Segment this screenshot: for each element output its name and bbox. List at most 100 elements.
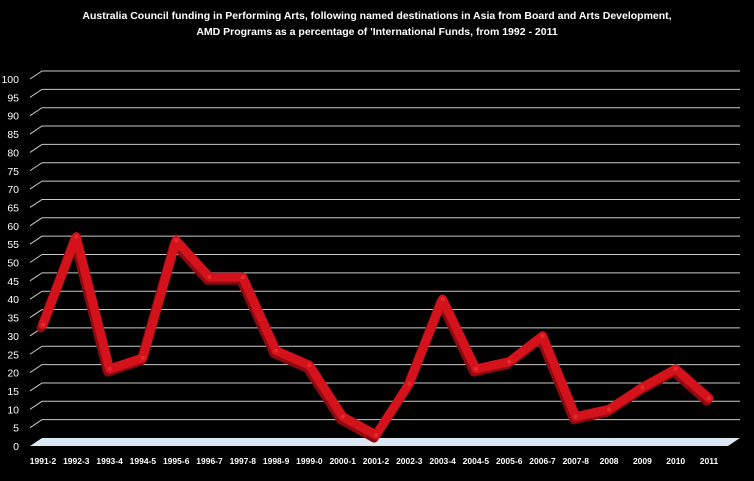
series-segment (571, 404, 614, 422)
gridline (29, 143, 740, 153)
y-tick-label: 85 (7, 129, 19, 141)
x-tick-label: 2002-3 (396, 456, 423, 466)
data-point (374, 432, 378, 437)
data-point (540, 333, 545, 338)
series-segment (404, 294, 448, 389)
data-point (640, 385, 645, 390)
gridline (29, 217, 740, 227)
x-tick-label: 2005-6 (496, 456, 523, 466)
x-tick-label: 1998-9 (263, 456, 290, 466)
series-segment (105, 353, 148, 374)
series-segment (304, 360, 348, 422)
x-tick-label: 2004-5 (463, 456, 490, 466)
x-tick-label: 1999-0 (296, 456, 323, 466)
data-point (573, 414, 578, 419)
data-point (274, 348, 279, 353)
y-tick-label: 30 (7, 331, 19, 343)
data-point (407, 381, 412, 386)
data-point (240, 275, 245, 280)
data-point (473, 366, 478, 371)
series-segment (38, 232, 81, 330)
series-segment (138, 235, 181, 363)
series-segment (671, 364, 714, 403)
series-segment (504, 331, 547, 367)
data-point (174, 238, 179, 243)
x-tick-label: 2001-2 (363, 456, 390, 466)
gridline (29, 70, 740, 80)
gridline (29, 107, 740, 117)
y-axis-ticks: 0 5 10 15 20 25 30 35 40 45 50 55 60 65 70 75 80 85 90 95 10… (1, 74, 19, 453)
chart-title-line-2: AMD Programs as a percentage of 'Interna… (196, 26, 558, 38)
gridline (29, 309, 740, 318)
x-tick-label: 1994-5 (130, 456, 157, 466)
x-tick-label: 2000-1 (329, 456, 356, 466)
series-segment (538, 331, 581, 422)
data-point (707, 396, 711, 401)
gridline (29, 272, 740, 282)
y-tick-label: 95 (7, 92, 19, 104)
series-segment (637, 364, 681, 392)
series-segment (171, 235, 214, 282)
y-tick-label: 45 (7, 276, 19, 288)
y-tick-label: 15 (7, 386, 19, 398)
gridline (29, 290, 740, 300)
x-tick-label: 1995-6 (163, 456, 190, 466)
gridline (29, 125, 740, 135)
gridline (29, 327, 740, 337)
data-point (307, 363, 312, 368)
data-point (340, 414, 345, 419)
y-tick-label: 100 (1, 74, 19, 86)
y-tick-label: 65 (7, 202, 19, 214)
x-tick-label: 2010 (666, 456, 685, 466)
y-tick-label: 20 (7, 368, 19, 380)
series-segment (471, 357, 514, 374)
x-tick-label: 2003-4 (429, 456, 456, 466)
gridline (29, 235, 740, 245)
y-tick-label: 80 (7, 147, 19, 159)
y-tick-label: 0 (13, 441, 19, 453)
gridline (29, 382, 740, 392)
data-point (41, 322, 45, 327)
series-segment (238, 272, 281, 356)
data-point (107, 366, 112, 371)
series-segment (371, 379, 414, 440)
x-tick-label: 2008 (600, 456, 619, 466)
gridline (29, 345, 740, 355)
gridline (29, 162, 740, 172)
gridline (29, 400, 740, 410)
chart-title-line-1: Australia Council funding in Performing … (82, 10, 671, 22)
x-tick-label: 1996-7 (196, 456, 223, 466)
data-point (140, 355, 145, 360)
series-segment (438, 294, 481, 374)
y-tick-label: 10 (7, 404, 19, 416)
gridline (29, 198, 740, 208)
y-tick-label: 35 (7, 313, 19, 325)
x-tick-label: 1993-4 (96, 456, 123, 466)
y-tick-label: 60 (7, 221, 19, 233)
y-tick-label: 25 (7, 349, 19, 361)
gridline (29, 88, 740, 98)
y-tick-label: 75 (7, 166, 19, 178)
x-tick-label: 1992-3 (63, 456, 90, 466)
series-segment (604, 382, 647, 414)
x-tick-label: 1991-2 (30, 456, 57, 466)
y-tick-label: 5 (13, 423, 19, 435)
x-tick-label: 2009 (633, 456, 652, 466)
plot-floor (30, 438, 740, 446)
x-tick-label: 2006-7 (529, 456, 556, 466)
y-tick-label: 40 (7, 294, 19, 306)
data-point (74, 234, 79, 239)
gridline (29, 419, 740, 429)
floor-plane (30, 438, 740, 446)
x-axis-ticks: 1991-2 1992-3 1993-4 1994-5 1995-6 1996-7 1997… (30, 456, 719, 466)
data-point (507, 359, 512, 364)
gridline (29, 180, 740, 190)
y-tick-label: 70 (7, 184, 19, 196)
x-tick-label: 1997-8 (230, 456, 257, 466)
data-point (440, 297, 445, 302)
gridlines (29, 70, 740, 429)
data-point (607, 407, 612, 412)
x-tick-label: 2007-8 (563, 456, 590, 466)
data-point (207, 275, 212, 280)
